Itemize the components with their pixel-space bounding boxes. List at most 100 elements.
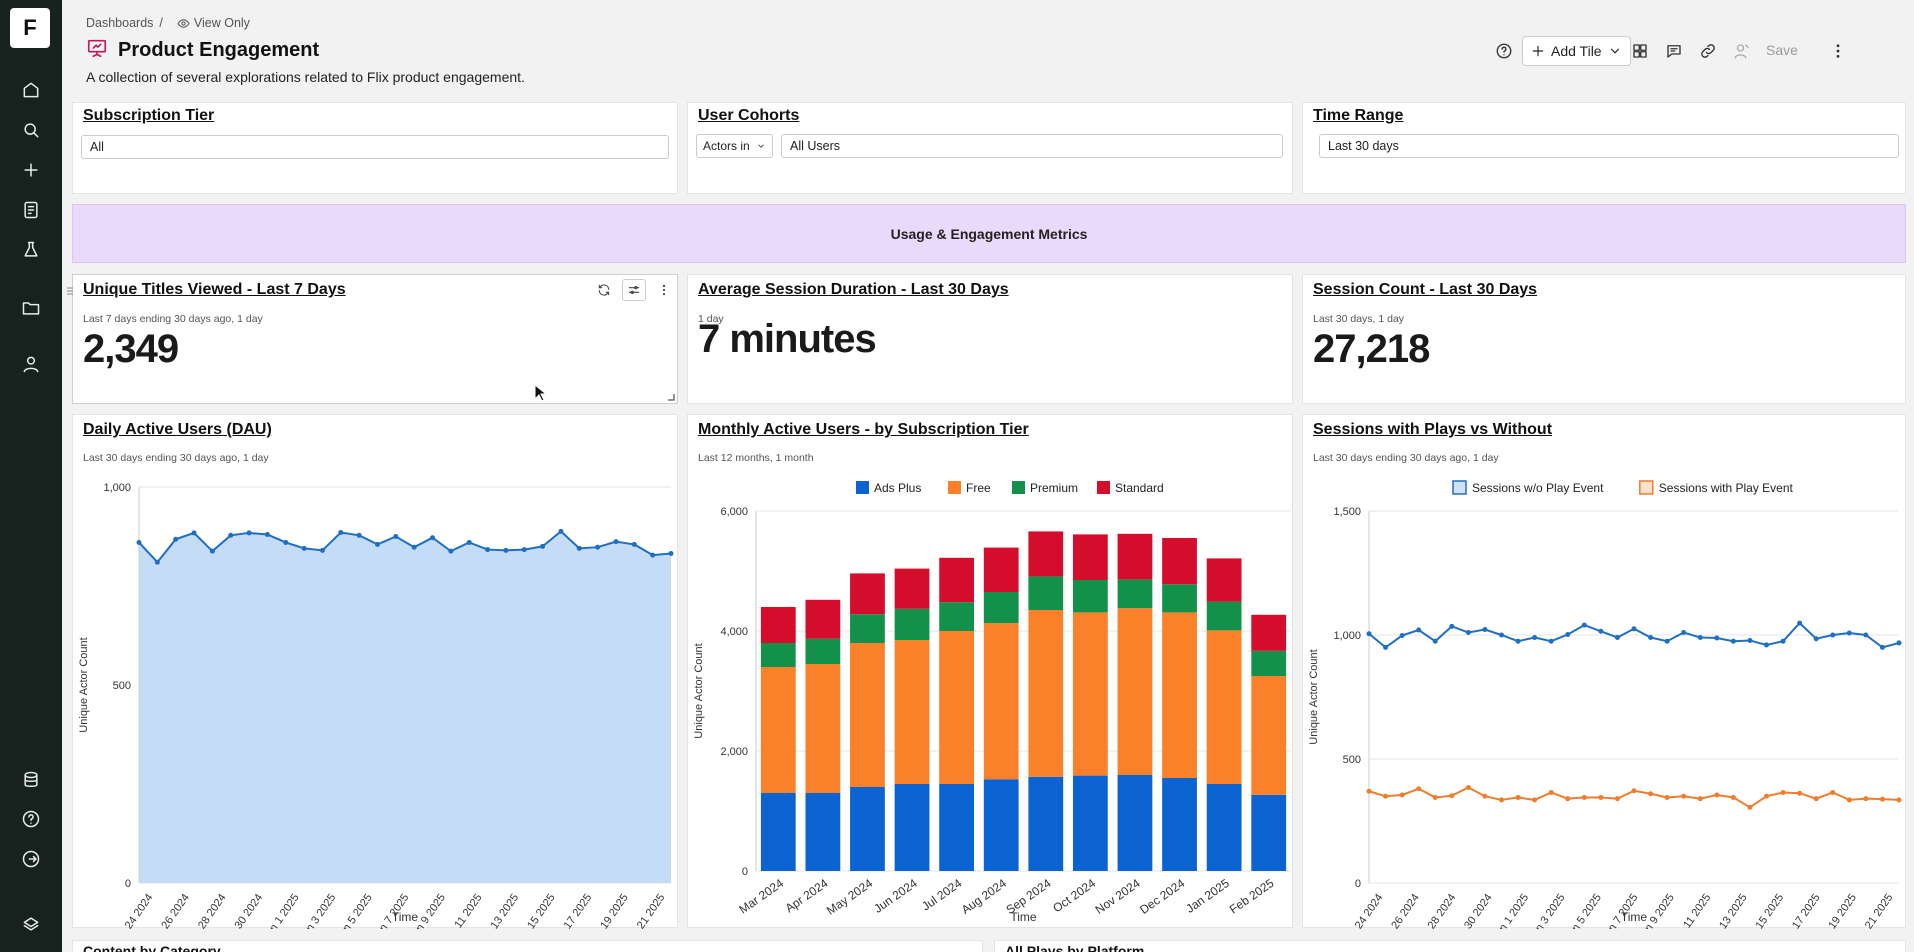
legend-swatch (1452, 480, 1467, 495)
tile-actions (592, 279, 676, 301)
kpi-title-unique-titles[interactable]: Unique Titles Viewed - Last 7 Days (83, 281, 346, 298)
data-point (1681, 630, 1687, 636)
bar-segment (983, 623, 1019, 780)
refresh-icon[interactable] (592, 279, 616, 301)
bar-segment (1251, 614, 1287, 651)
resize-handle-icon[interactable] (667, 393, 675, 401)
data-point (1515, 638, 1521, 644)
data-point (1499, 632, 1504, 638)
x-tick-label: Jun 2024 (871, 876, 920, 916)
sessions-chart[interactable]: 0 500 1,000 1,500 Unique Actor Count Time Sess… (1303, 463, 1907, 929)
breadcrumb-dashboards[interactable]: Dashboards (86, 16, 154, 30)
more-vertical-icon[interactable] (652, 279, 676, 301)
data-point (1631, 626, 1637, 632)
user-cohorts-input[interactable]: All Users (781, 134, 1283, 158)
time-range-input[interactable]: Last 30 days (1319, 134, 1899, 158)
x-tick-label: Dec 24 2024 (1340, 892, 1386, 929)
filter-settings-icon[interactable] (622, 279, 646, 301)
data-point (485, 547, 491, 553)
x-tick-label: Jan 3 2025 (1527, 892, 1568, 929)
dau-chart[interactable]: 0 500 1,000 Unique Actor Count Time Dec 24 20… (73, 463, 679, 929)
chart-title-sessions[interactable]: Sessions with Plays vs Without (1313, 421, 1553, 438)
cohort-operator-select[interactable]: Actors in (696, 134, 773, 158)
data-point (1879, 796, 1885, 802)
help-icon[interactable] (1494, 41, 1514, 61)
mau-chart[interactable]: 0 2,000 4,000 6,000 Unique Actor Count Time Ad… (688, 463, 1294, 929)
plus-icon (1532, 45, 1544, 57)
share-users-icon[interactable] (1732, 41, 1752, 61)
data-point (1581, 622, 1587, 628)
subscription-tier-input[interactable]: All (81, 135, 669, 159)
data-point (595, 544, 601, 550)
kpi-title-avg-session[interactable]: Average Session Duration - Last 30 Days (698, 281, 1009, 298)
data-point (1416, 627, 1422, 633)
user-icon[interactable] (19, 352, 43, 376)
search-icon[interactable] (19, 118, 43, 142)
kpi-card-unique-titles[interactable]: Unique Titles Viewed - Last 7 Days Last … (72, 274, 678, 404)
link-icon[interactable] (1698, 41, 1718, 61)
bar-segment (805, 664, 841, 793)
drag-handle-icon[interactable] (66, 286, 74, 296)
y-tick-label: 2,000 (720, 746, 748, 758)
y-tick-label: 0 (1355, 878, 1361, 890)
data-point (558, 528, 564, 534)
flask-icon[interactable] (19, 238, 43, 262)
bottom-card-right-title[interactable]: All Plays by Platform (1005, 943, 1145, 952)
y-tick-label: 1,000 (1333, 630, 1361, 642)
data-point (338, 530, 344, 536)
view-mode-label: View Only (193, 16, 250, 30)
x-tick-label: Jan 2025 (1183, 876, 1232, 916)
data-point (1449, 623, 1455, 629)
bar-segment (850, 573, 885, 615)
chart-title-dau[interactable]: Daily Active Users (DAU) (83, 421, 272, 438)
help-icon[interactable] (19, 807, 43, 831)
more-vertical-icon[interactable] (1828, 41, 1848, 61)
data-point (374, 541, 380, 547)
bar-segment (1251, 676, 1287, 795)
x-axis-label: Time (392, 910, 419, 924)
x-tick-label: Jan 15 2025 (513, 892, 558, 929)
x-tick-label: Feb 2025 (1227, 876, 1277, 917)
x-tick-label: Jan 19 2025 (586, 892, 631, 929)
data-point (430, 535, 436, 541)
kpi-title-session-count[interactable]: Session Count - Last 30 Days (1313, 281, 1538, 298)
filter-title-time-range[interactable]: Time Range (1313, 107, 1404, 124)
filter-card-cohorts: User Cohorts Actors in All Users (687, 102, 1293, 194)
data-point (264, 532, 270, 538)
chart-card-sessions[interactable]: Sessions with Plays vs Without Last 30 d… (1302, 414, 1907, 929)
home-icon[interactable] (19, 78, 43, 102)
app-logo[interactable]: F (10, 8, 50, 48)
folder-icon[interactable] (19, 296, 43, 320)
plus-icon[interactable] (19, 158, 43, 182)
notebook-icon[interactable] (19, 198, 43, 222)
logout-icon[interactable] (19, 847, 43, 871)
database-icon[interactable] (19, 768, 43, 792)
x-tick-label: Jan 15 2025 (1742, 892, 1787, 929)
data-point (1614, 634, 1620, 640)
data-point (1532, 634, 1538, 640)
data-point (1747, 637, 1753, 643)
grid-icon[interactable] (1630, 41, 1650, 61)
bottom-card-left-title[interactable]: Content by Category (83, 943, 221, 952)
data-point (1648, 634, 1654, 640)
chart-card-dau[interactable]: Daily Active Users (DAU) Last 30 days en… (72, 414, 679, 929)
bar-segment (1072, 775, 1108, 871)
chart-card-mau[interactable]: Monthly Active Users - by Subscription T… (687, 414, 1293, 928)
kpi-card-session-count[interactable]: Session Count - Last 30 Days Last 30 day… (1302, 274, 1906, 404)
kpi-value-avg-session: 7 minutes (698, 317, 877, 361)
kpi-card-avg-session[interactable]: Average Session Duration - Last 30 Days … (687, 274, 1293, 404)
x-axis-label: Time (1621, 910, 1648, 924)
data-point (1598, 628, 1604, 634)
save-button[interactable]: Save (1766, 42, 1798, 58)
chevron-down-icon (1610, 48, 1619, 54)
add-tile-button[interactable]: Add Tile (1522, 36, 1631, 66)
bar-segment (1162, 584, 1197, 613)
comment-icon[interactable] (1664, 41, 1684, 61)
x-axis-label: Time (1010, 910, 1037, 924)
filter-title-subscription[interactable]: Subscription Tier (83, 107, 215, 124)
bottom-card-right: All Plays by Platform (994, 940, 1906, 952)
chart-title-mau[interactable]: Monthly Active Users - by Subscription T… (698, 421, 1029, 438)
data-point (1697, 634, 1703, 640)
data-point (1846, 630, 1852, 636)
filter-title-cohorts[interactable]: User Cohorts (698, 107, 800, 124)
